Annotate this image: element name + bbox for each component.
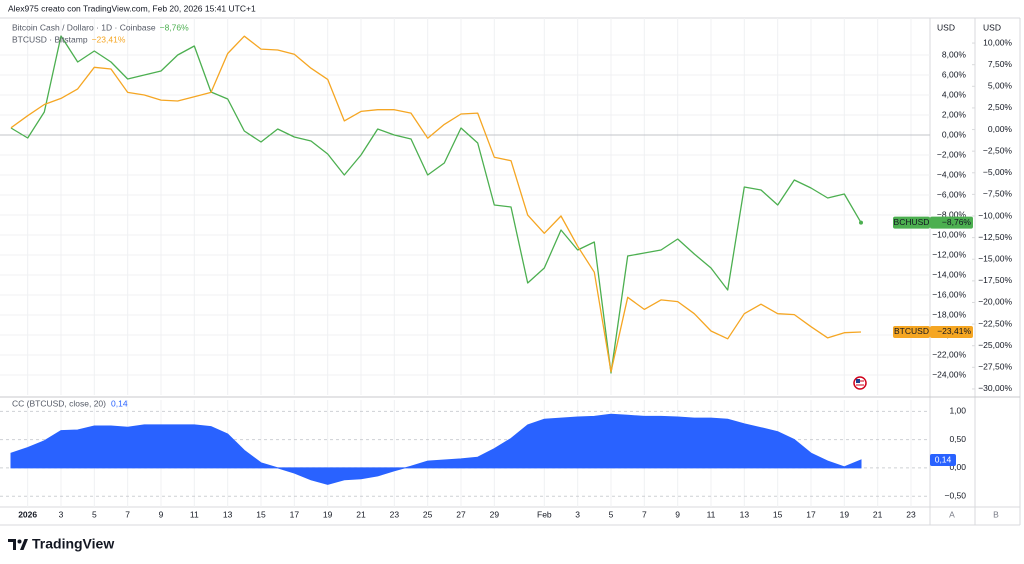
axis-unit: USD <box>937 22 955 32</box>
brand: TradingView <box>32 536 114 552</box>
series-line <box>10 35 862 374</box>
y-tick-label: −12,50% <box>978 232 1012 242</box>
y-tick-label: 2,00% <box>942 109 967 119</box>
legend-name: Bitcoin Cash / Dollaro · 1D · Coinbase <box>12 22 156 32</box>
price-tag <box>930 454 956 467</box>
y-tick-label: 0,00% <box>942 129 967 139</box>
x-tick-label: 15 <box>773 509 783 519</box>
x-tick-label: 13 <box>740 509 750 519</box>
y-tick-label: −2,50% <box>983 145 1013 155</box>
y-tick-label: −22,50% <box>978 318 1012 328</box>
price-tag <box>930 216 973 229</box>
y-tick-label: −7,50% <box>983 189 1013 199</box>
indicator-value: 0,14 <box>111 398 128 408</box>
x-tick-label: 5 <box>609 509 614 519</box>
y-tick-label: −27,50% <box>978 362 1012 372</box>
flag-icon <box>853 376 867 390</box>
x-tick-label: 23 <box>390 509 400 519</box>
scale-button[interactable]: B <box>993 509 999 519</box>
y-tick-label: −20,00% <box>978 297 1012 307</box>
last-point <box>859 220 863 225</box>
y-tick-label: −6,00% <box>937 189 967 199</box>
caption: Alex975 creato con TradingView.com, Feb … <box>8 3 256 13</box>
x-tick-label: 13 <box>223 509 233 519</box>
price-tag-label: −8,76% <box>942 217 972 227</box>
x-tick-label: 21 <box>356 509 366 519</box>
x-tick-label: 15 <box>256 509 266 519</box>
x-tick-label: 17 <box>806 509 816 519</box>
y-tick-label: 1,00 <box>949 406 966 416</box>
y-tick-label: −8,00% <box>937 209 967 219</box>
y-tick-label: −18,00% <box>932 309 966 319</box>
y-tick-label: −30,00% <box>978 383 1012 393</box>
x-tick-label: 29 <box>490 509 500 519</box>
x-tick-label: 23 <box>906 509 916 519</box>
y-tick-label: 7,50% <box>988 59 1013 69</box>
x-tick-label: 9 <box>675 509 680 519</box>
y-tick-label: −5,00% <box>983 167 1013 177</box>
scale-button[interactable]: A <box>949 509 955 519</box>
y-tick-label: 8,00% <box>942 49 967 59</box>
y-tick-label: −4,00% <box>937 169 967 179</box>
y-tick-label: 6,00% <box>942 69 967 79</box>
y-tick-label: 0,50 <box>949 434 966 444</box>
x-tick-label: 17 <box>290 509 300 519</box>
y-tick-label: 0,00% <box>988 124 1013 134</box>
x-tick-label: 11 <box>190 509 199 519</box>
price-tag-label: −23,41% <box>937 326 971 336</box>
price-tag-label: 0,14 <box>935 454 952 464</box>
symbol-tag-label: BTCUSD <box>894 326 929 336</box>
x-tick-label: 3 <box>575 509 580 519</box>
y-tick-label: −22,00% <box>932 349 966 359</box>
legend-value: −8,76% <box>160 22 190 32</box>
x-tick-label: 5 <box>92 509 97 519</box>
x-tick-label: 2026 <box>18 509 37 519</box>
symbol-tag-label: BCHUSD <box>894 217 930 227</box>
y-tick-label: −25,00% <box>978 340 1012 350</box>
y-tick-label: 0,00 <box>949 462 966 472</box>
x-tick-label: 7 <box>125 509 130 519</box>
frame <box>0 17 1021 526</box>
y-tick-label: 4,00% <box>942 89 967 99</box>
x-tick-label: 9 <box>159 509 164 519</box>
axis-unit: USD <box>983 22 1001 32</box>
x-tick-label: 11 <box>707 509 716 519</box>
price-tag <box>930 325 973 338</box>
legend-name: BTCUSD · Bitstamp <box>12 34 88 44</box>
symbol-tag <box>893 325 930 338</box>
x-tick-label: 19 <box>323 509 333 519</box>
brand-logo <box>8 539 28 550</box>
x-tick-label: 27 <box>456 509 466 519</box>
y-tick-label: −24,00% <box>932 369 966 379</box>
x-tick-label: 3 <box>59 509 64 519</box>
legend-value: −23,41% <box>92 34 126 44</box>
x-tick-label: Feb <box>537 509 552 519</box>
x-tick-label: 25 <box>423 509 433 519</box>
y-tick-label: 10,00% <box>983 37 1012 47</box>
y-tick-label: −14,00% <box>932 269 966 279</box>
series-line <box>10 35 862 373</box>
y-tick-label: −10,00% <box>932 229 966 239</box>
y-tick-label: −0,50 <box>944 490 966 500</box>
y-tick-label: 2,50% <box>988 102 1013 112</box>
y-tick-label: −2,00% <box>937 149 967 159</box>
x-tick-label: 19 <box>840 509 850 519</box>
indicator-title: CC (BTCUSD, close, 20) <box>12 398 106 408</box>
y-tick-label: −10,00% <box>978 210 1012 220</box>
y-tick-label: −16,00% <box>932 289 966 299</box>
area-fill <box>10 413 862 485</box>
x-tick-label: 21 <box>873 509 883 519</box>
grid <box>0 18 930 507</box>
y-tick-label: −15,00% <box>978 253 1012 263</box>
x-tick-label: 7 <box>642 509 647 519</box>
y-tick-label: 5,00% <box>988 81 1013 91</box>
symbol-tag <box>893 216 930 229</box>
y-tick-label: −12,00% <box>932 249 966 259</box>
y-tick-label: −17,50% <box>978 275 1012 285</box>
